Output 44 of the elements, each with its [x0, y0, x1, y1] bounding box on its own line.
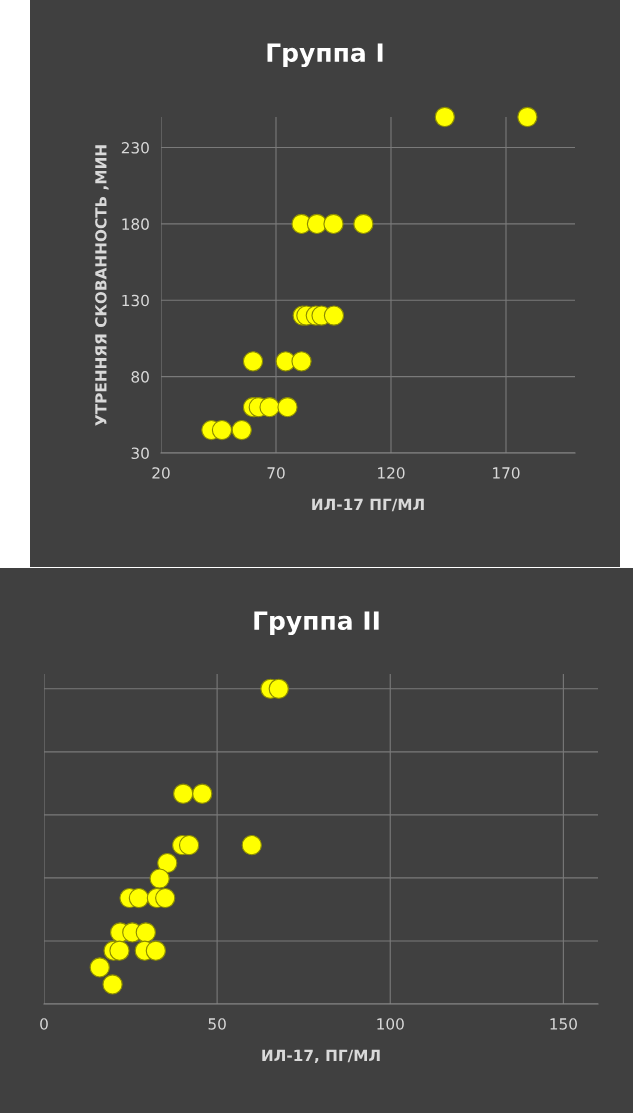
y-tick-label: 80: [131, 371, 149, 383]
point: [259, 397, 280, 418]
point: [135, 922, 156, 943]
point: [157, 852, 178, 874]
x-tick-label: 120: [378, 467, 405, 479]
point: [149, 868, 170, 889]
point: [155, 887, 176, 909]
y-tick-label: 130: [122, 294, 149, 307]
y-tick-label: 230: [121, 142, 149, 154]
x-tick-label: 170: [493, 467, 520, 479]
point: [89, 957, 110, 978]
chart-title: Группа II: [254, 611, 379, 636]
x-axis-title: ИЛ-17 ПГ/МЛ: [312, 498, 424, 512]
point: [145, 940, 166, 961]
x-tick-label: 20: [152, 467, 170, 479]
x-tick-label: 50: [208, 1018, 226, 1030]
point: [268, 678, 289, 699]
point: [173, 783, 194, 804]
point: [291, 351, 312, 372]
x-tick-label: 150: [550, 1018, 577, 1030]
point: [323, 305, 345, 326]
chart-title: Группа I: [267, 43, 383, 68]
point: [277, 397, 298, 418]
point: [323, 213, 344, 235]
x-axis-title: ИЛ-17, ПГ/МЛ: [262, 1049, 380, 1064]
point: [242, 351, 264, 372]
point: [241, 835, 262, 856]
y-tick-label: 30: [131, 447, 149, 460]
y-tick-label: 180: [122, 218, 149, 230]
point: [231, 419, 252, 441]
point: [128, 887, 149, 909]
point: [306, 213, 328, 235]
point: [102, 974, 123, 995]
point: [192, 783, 213, 804]
point: [178, 835, 200, 856]
point: [517, 106, 538, 128]
point: [434, 106, 455, 128]
point: [109, 940, 130, 961]
x-tick-label: 100: [377, 1018, 404, 1030]
x-tick-label: 0: [40, 1018, 48, 1030]
y-axis-title: УТРЕННЯЯ СКОВАННОСТЬ ,МИН: [95, 145, 109, 426]
x-tick-label: 70: [267, 467, 285, 479]
point: [353, 213, 374, 235]
point: [211, 419, 233, 441]
